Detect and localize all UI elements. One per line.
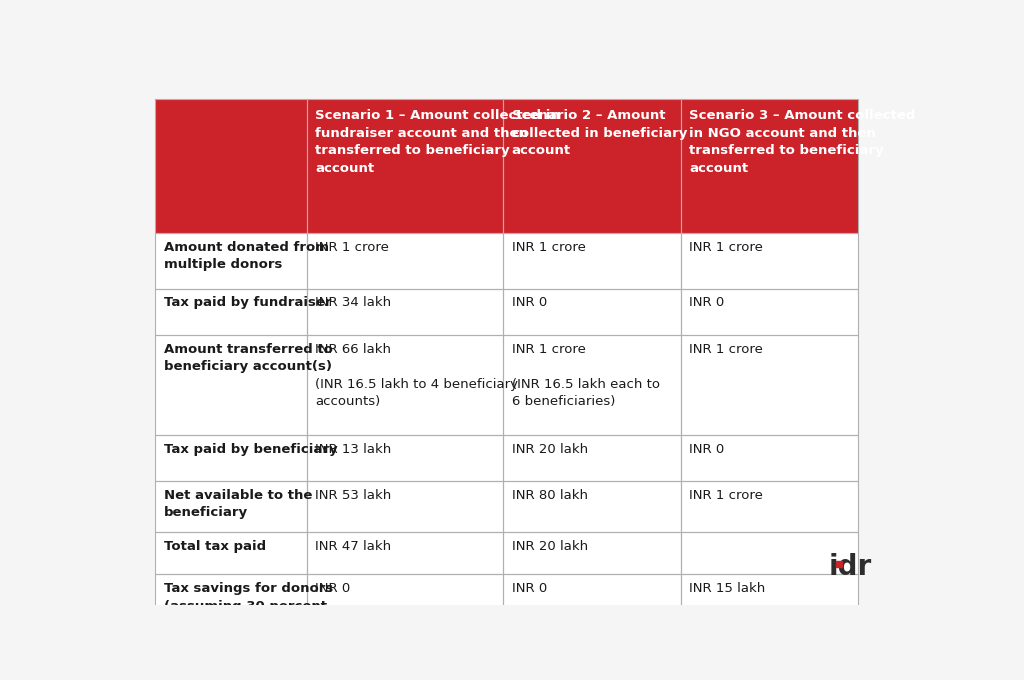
Text: INR 0: INR 0 (512, 582, 547, 595)
Text: Amount donated from
multiple donors: Amount donated from multiple donors (164, 241, 329, 271)
Text: INR 1 crore: INR 1 crore (689, 241, 763, 254)
Text: Tax paid by beneficiary: Tax paid by beneficiary (164, 443, 337, 456)
Bar (155, 335, 307, 435)
Bar (503, 481, 681, 532)
Bar (155, 99, 307, 233)
Text: Total tax paid: Total tax paid (164, 540, 266, 553)
Bar (307, 575, 503, 656)
Text: INR 15 lakh: INR 15 lakh (689, 582, 765, 595)
Bar (503, 435, 681, 481)
Bar (307, 575, 503, 656)
Bar (503, 481, 681, 532)
Bar (155, 233, 307, 289)
Bar (681, 532, 858, 575)
Bar (155, 435, 307, 481)
Text: INR 66 lakh

(INR 16.5 lakh to 4 beneficiary
accounts): INR 66 lakh (INR 16.5 lakh to 4 benefici… (315, 343, 518, 408)
Bar (503, 532, 681, 575)
Text: INR 80 lakh: INR 80 lakh (512, 489, 588, 502)
Bar (503, 99, 681, 233)
Bar (307, 435, 503, 481)
Text: INR 0: INR 0 (512, 296, 547, 309)
Bar (155, 532, 307, 575)
Bar (307, 233, 503, 289)
Text: INR 47 lakh: INR 47 lakh (315, 540, 391, 553)
Text: INR 0: INR 0 (315, 582, 350, 595)
Bar (307, 481, 503, 532)
Bar (155, 532, 307, 575)
Text: INR 20 lakh: INR 20 lakh (512, 540, 588, 553)
Text: Scenario 3 – Amount collected
in NGO account and then
transferred to beneficiary: Scenario 3 – Amount collected in NGO acc… (689, 109, 915, 175)
Bar (681, 335, 858, 435)
Bar (307, 99, 503, 233)
Bar (155, 481, 307, 532)
Bar (503, 435, 681, 481)
Text: INR 1 crore: INR 1 crore (512, 241, 586, 254)
Bar (155, 575, 307, 656)
Bar (503, 532, 681, 575)
Bar (503, 233, 681, 289)
Text: Net available to the
beneficiary: Net available to the beneficiary (164, 489, 312, 520)
Bar (681, 289, 858, 335)
Bar (307, 335, 503, 435)
Bar (155, 289, 307, 335)
Bar (503, 289, 681, 335)
Bar (503, 289, 681, 335)
Bar (307, 481, 503, 532)
Text: INR 20 lakh: INR 20 lakh (512, 443, 588, 456)
Text: Scenario 1 – Amount collected in
fundraiser account and then
transferred to bene: Scenario 1 – Amount collected in fundrai… (315, 109, 560, 175)
Bar (307, 532, 503, 575)
Bar (155, 575, 307, 656)
Bar (307, 233, 503, 289)
Bar (307, 335, 503, 435)
Text: INR 1 crore

(INR 16.5 lakh each to
6 beneficiaries): INR 1 crore (INR 16.5 lakh each to 6 ben… (512, 343, 659, 408)
Bar (503, 233, 681, 289)
Bar (155, 481, 307, 532)
Text: Tax savings for donors
(assuming 30 percent
rate for all donors): Tax savings for donors (assuming 30 perc… (164, 582, 333, 630)
Text: INR 0: INR 0 (689, 296, 724, 309)
Bar (503, 335, 681, 435)
Bar (307, 99, 503, 233)
Text: INR 1 crore: INR 1 crore (689, 343, 763, 356)
Text: INR 13 lakh: INR 13 lakh (315, 443, 391, 456)
Text: Scenario 2 – Amount
collected in beneficiary
account: Scenario 2 – Amount collected in benefic… (512, 109, 687, 157)
Bar (307, 289, 503, 335)
Bar (681, 532, 858, 575)
Bar (681, 99, 858, 233)
Bar (681, 435, 858, 481)
Bar (307, 289, 503, 335)
Text: Amount transferred to
beneficiary account(s): Amount transferred to beneficiary accoun… (164, 343, 333, 373)
Bar (307, 532, 503, 575)
Text: INR 1 crore: INR 1 crore (689, 489, 763, 502)
Bar (155, 435, 307, 481)
Bar (681, 233, 858, 289)
Bar (681, 575, 858, 656)
Bar (681, 289, 858, 335)
Bar (155, 99, 307, 233)
Text: idr: idr (828, 553, 872, 581)
Text: Tax paid by fundraiser: Tax paid by fundraiser (164, 296, 331, 309)
Text: INR 0: INR 0 (689, 443, 724, 456)
Text: INR 34 lakh: INR 34 lakh (315, 296, 391, 309)
Text: INR 1 crore: INR 1 crore (315, 241, 389, 254)
Bar (503, 575, 681, 656)
Bar (155, 289, 307, 335)
Bar (503, 99, 681, 233)
Bar (155, 335, 307, 435)
Bar (681, 335, 858, 435)
Bar (681, 435, 858, 481)
Bar (503, 335, 681, 435)
Bar (681, 481, 858, 532)
Bar (681, 99, 858, 233)
Text: INR 53 lakh: INR 53 lakh (315, 489, 391, 502)
Bar (681, 233, 858, 289)
Bar (503, 575, 681, 656)
Bar (681, 481, 858, 532)
Bar (155, 233, 307, 289)
Bar (307, 435, 503, 481)
Bar (681, 575, 858, 656)
